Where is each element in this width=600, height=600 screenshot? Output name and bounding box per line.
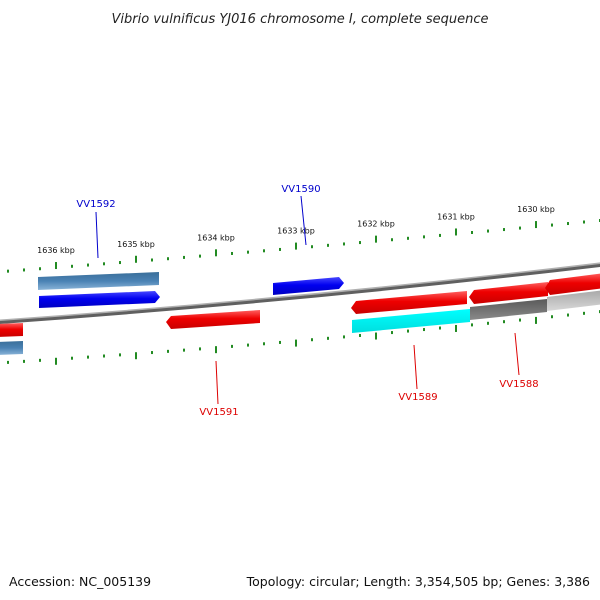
gene-label-vv1590[interactable]: VV1590 bbox=[281, 184, 320, 195]
gene-labels: VV1592 VV1590 VV1591 VV1589 VV1588 bbox=[76, 184, 538, 418]
gene-vv1589[interactable] bbox=[351, 291, 467, 314]
leader-line-vv1590 bbox=[300, 195, 307, 246]
gene-vv1589-feature[interactable] bbox=[352, 309, 470, 333]
genome-backbone bbox=[0, 262, 600, 322]
gene-vv1592-feature[interactable] bbox=[38, 272, 159, 290]
summary-text: Topology: circular; Length: 3,354,505 bp… bbox=[246, 574, 590, 589]
scale-ticks bbox=[7, 218, 600, 365]
gene-leader-lines bbox=[95, 195, 520, 405]
map-title: Vibrio vulnificus YJ016 chromosome I, co… bbox=[111, 12, 488, 27]
gene-label-vv1592[interactable]: VV1592 bbox=[76, 199, 115, 210]
scale-label: 1635 kbp bbox=[117, 240, 155, 249]
gene-partial-right-lightgray[interactable] bbox=[547, 290, 600, 311]
genome-backbone-shadow bbox=[0, 263, 600, 325]
scale-label: 1633 kbp bbox=[277, 227, 315, 236]
gene-vv1591[interactable] bbox=[166, 310, 260, 329]
leader-line-vv1591 bbox=[215, 360, 219, 405]
reverse-features bbox=[0, 273, 600, 355]
gene-partial-left-steel[interactable] bbox=[0, 341, 23, 355]
gene-label-vv1589[interactable]: VV1589 bbox=[398, 392, 437, 403]
gene-partial-left-red[interactable] bbox=[0, 323, 23, 337]
scale-label: 1634 kbp bbox=[197, 233, 235, 242]
forward-features bbox=[38, 272, 344, 308]
leader-line-vv1589 bbox=[413, 344, 418, 390]
scale-label: 1631 kbp bbox=[437, 212, 475, 221]
gene-partial-right-red[interactable] bbox=[545, 273, 600, 295]
leader-line-vv1588 bbox=[514, 332, 520, 376]
gene-label-vv1588[interactable]: VV1588 bbox=[499, 379, 538, 390]
scale-labels: 1636 kbp 1635 kbp 1634 kbp 1633 kbp 1632 kbp… bbox=[37, 205, 555, 255]
gene-vv1592[interactable] bbox=[39, 291, 160, 308]
gene-vv1588[interactable] bbox=[469, 282, 548, 304]
leader-line-vv1592 bbox=[95, 211, 99, 259]
scale-label: 1636 kbp bbox=[37, 246, 75, 255]
gene-vv1588-feature[interactable] bbox=[470, 299, 547, 320]
gene-vv1590[interactable] bbox=[273, 277, 344, 295]
scale-label: 1632 kbp bbox=[357, 220, 395, 229]
gene-label-vv1591[interactable]: VV1591 bbox=[199, 407, 238, 418]
scale-label: 1630 kbp bbox=[517, 205, 555, 214]
accession-text: Accession: NC_005139 bbox=[9, 574, 151, 589]
